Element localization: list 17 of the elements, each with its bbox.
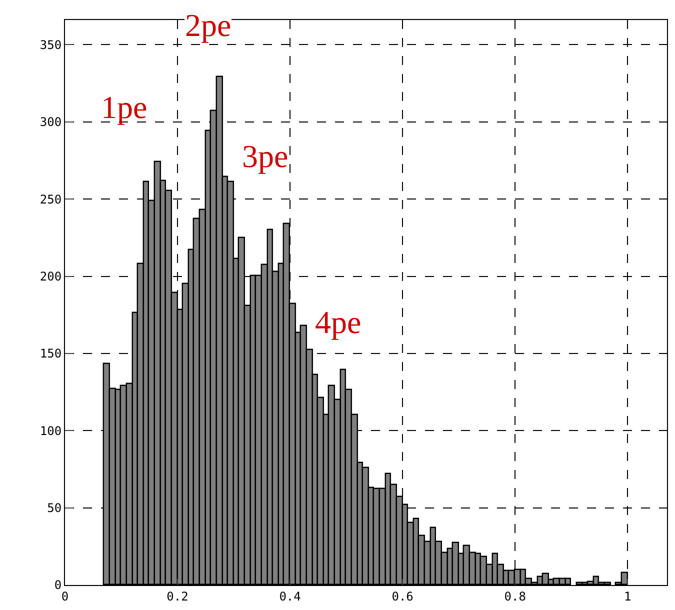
y-tick-label: 100 — [40, 424, 62, 438]
y-tick-label: 350 — [40, 38, 62, 52]
y-tick-label: 300 — [40, 115, 62, 130]
x-tick-label: 0.8 — [504, 589, 526, 604]
annotation: 1pe — [101, 89, 148, 125]
y-tick-label: 200 — [40, 269, 62, 284]
annotation: 4pe — [315, 304, 362, 340]
y-tick-label: 50 — [47, 501, 62, 516]
y-tick-label: 150 — [40, 346, 62, 361]
annotation: 2pe — [185, 7, 232, 43]
x-tick-label: 0.2 — [166, 589, 188, 604]
x-tick-label: 0.4 — [279, 589, 301, 604]
y-tick-label: 0 — [54, 578, 62, 592]
x-tick-label: 1 — [624, 589, 632, 604]
annotation: 3pe — [242, 138, 288, 174]
y-tick-label: 250 — [40, 192, 62, 206]
x-tick-label: 0.6 — [392, 589, 414, 604]
